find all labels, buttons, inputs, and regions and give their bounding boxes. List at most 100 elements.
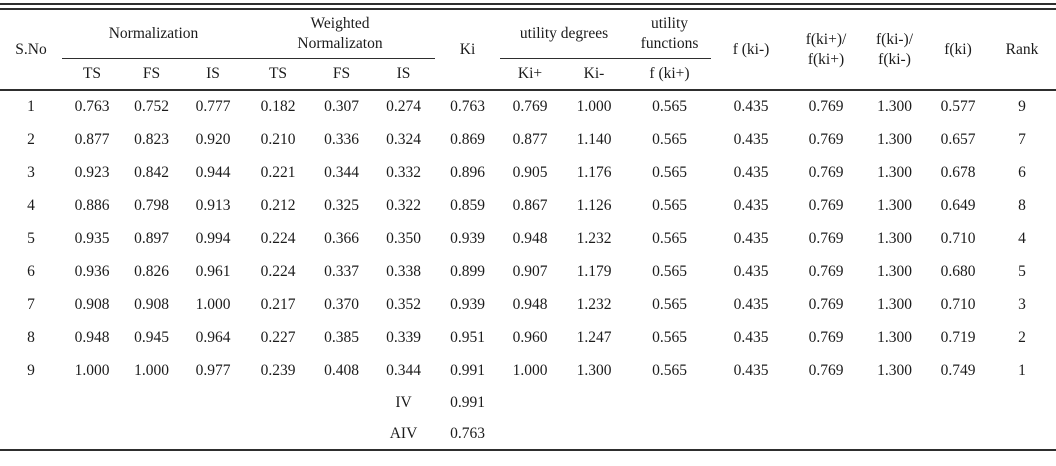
table-cell: 0.217 (260, 295, 296, 313)
results-table-sheet: S.No Normalization Weighted Normalizaton… (0, 3, 1056, 451)
table-cell: 0.336 (324, 130, 359, 148)
table-cell: 1.176 (576, 163, 612, 181)
col-header-is-normalization: IS (181, 58, 245, 91)
col-header-is-weighted: IS (372, 58, 436, 91)
col-header-rank: Rank (988, 10, 1056, 91)
table-cell: 0.344 (324, 163, 359, 181)
f-ki-plus-ratio-line1: f(ki+)/ (805, 30, 847, 48)
table-cell: 0.908 (74, 295, 110, 313)
table-row: 9 1.000 1.000 0.977 0.239 0.408 0.344 0.991 1.00… (0, 354, 1056, 387)
table-cell (311, 387, 372, 418)
table-cell (500, 387, 560, 418)
table-cell: 0.435 (733, 262, 769, 280)
table-cell (62, 418, 122, 449)
table-cell: 0.920 (195, 130, 231, 148)
col-header-fs-normalization: FS (122, 58, 181, 91)
col-header-sno: S.No (0, 10, 62, 91)
table-cell: 0.565 (652, 295, 687, 313)
table-cell (711, 387, 791, 418)
table-cell: 0.908 (134, 295, 169, 313)
table-row: 7 0.908 0.908 1.000 0.217 0.370 0.352 0.939 0.94… (0, 288, 1056, 321)
table-cell: 0.769 (808, 130, 844, 148)
table-cell: 0.939 (450, 229, 485, 247)
table-cell (861, 418, 928, 449)
table-cell: 0.435 (733, 295, 769, 313)
table-cell: 0.763 (74, 98, 110, 115)
table-cell: 0.339 (386, 328, 421, 346)
table-cell: 0.435 (733, 229, 769, 247)
table-cell: 0.224 (260, 229, 296, 247)
table-cell: 0.565 (652, 262, 687, 280)
table-cell: 0.826 (134, 262, 169, 280)
table-cell: 1.300 (576, 361, 612, 379)
table-cell: 0.325 (324, 196, 359, 214)
table-body: 1 0.763 0.752 0.777 0.182 0.307 0.274 0.763 0.76… (0, 90, 1056, 449)
table-cell: 0.565 (652, 130, 687, 148)
table-cell (311, 418, 372, 449)
footer-value: 0.991 (450, 393, 485, 411)
table-cell: 1.300 (877, 98, 912, 115)
table-cell: 0.769 (808, 163, 844, 181)
table-cell: 0.867 (512, 196, 548, 214)
table-cell (628, 418, 711, 449)
table-cell: 1.300 (877, 130, 912, 148)
table-cell: 0.719 (940, 328, 976, 346)
table-cell: 1.300 (877, 361, 912, 379)
col-header-ts-weighted: TS (245, 58, 311, 91)
table-cell: 0.710 (940, 295, 976, 313)
table-cell: 0.435 (733, 98, 769, 115)
table-cell: 0.322 (386, 196, 421, 214)
table-cell: 0.842 (134, 163, 169, 181)
col-header-ki-plus: Ki+ (500, 58, 561, 91)
table-cell: 0.923 (74, 163, 110, 181)
table-row: 6 0.936 0.826 0.961 0.224 0.337 0.338 0.899 0.90… (0, 255, 1056, 288)
table-footer-row: AIV 0.763 (0, 418, 1056, 449)
row-sno: 7 (27, 295, 35, 313)
table-cell (245, 418, 311, 449)
weighted-normalization-line2: Normalizaton (297, 34, 383, 52)
table-cell: 0.752 (134, 98, 169, 115)
footer-label: AIV (389, 424, 418, 442)
table-cell: 0.907 (512, 262, 548, 280)
table-cell: 1.300 (877, 196, 912, 214)
table-cell: 0.769 (808, 229, 844, 247)
table-cell (0, 418, 62, 449)
table-cell: 9 (1018, 98, 1026, 115)
table-cell (928, 418, 988, 449)
table-cell: 0.798 (134, 196, 169, 214)
table-cell: 0.710 (940, 229, 976, 247)
table-cell: 0.994 (195, 229, 231, 247)
table-cell (988, 387, 1056, 418)
table-cell: 0.886 (74, 196, 110, 214)
table-cell: 1.232 (576, 295, 612, 313)
table-cell: 0.680 (940, 262, 976, 280)
table-cell: 0.769 (808, 98, 844, 115)
table-cell: 0.370 (324, 295, 359, 313)
col-header-f-ki-plus-ratio: f(ki+)/ f(ki+) (791, 10, 862, 91)
table-cell: 0.649 (940, 196, 976, 214)
table-cell: 1.000 (576, 98, 612, 115)
table-cell: 1.000 (512, 361, 548, 379)
table-bottom-rule (0, 449, 1056, 451)
f-ki-minus-ratio-line1: f(ki-)/ (876, 30, 914, 48)
row-sno: 6 (27, 262, 35, 280)
table-cell: 0.307 (324, 98, 359, 115)
table-cell: 0.935 (74, 229, 110, 247)
table-cell: 0.385 (324, 328, 359, 346)
table-cell: 1.300 (877, 328, 912, 346)
table-cell: 0.435 (733, 196, 769, 214)
table-cell: 1.126 (576, 196, 612, 214)
table-cell: 0.897 (134, 229, 169, 247)
table-cell: 0.869 (450, 130, 485, 148)
table-cell: 2 (1018, 328, 1026, 346)
table-cell: 4 (1018, 229, 1026, 247)
table-cell: 1.300 (877, 295, 912, 313)
table-cell: 0.769 (808, 196, 844, 214)
table-cell: 0.769 (512, 98, 548, 115)
table-cell: 0.212 (260, 196, 296, 214)
table-cell: 0.565 (652, 163, 687, 181)
table-cell: 0.899 (450, 262, 485, 280)
utility-functions-line2: functions (640, 34, 699, 52)
table-cell: 0.366 (324, 229, 359, 247)
table-cell: 0.951 (450, 328, 485, 346)
